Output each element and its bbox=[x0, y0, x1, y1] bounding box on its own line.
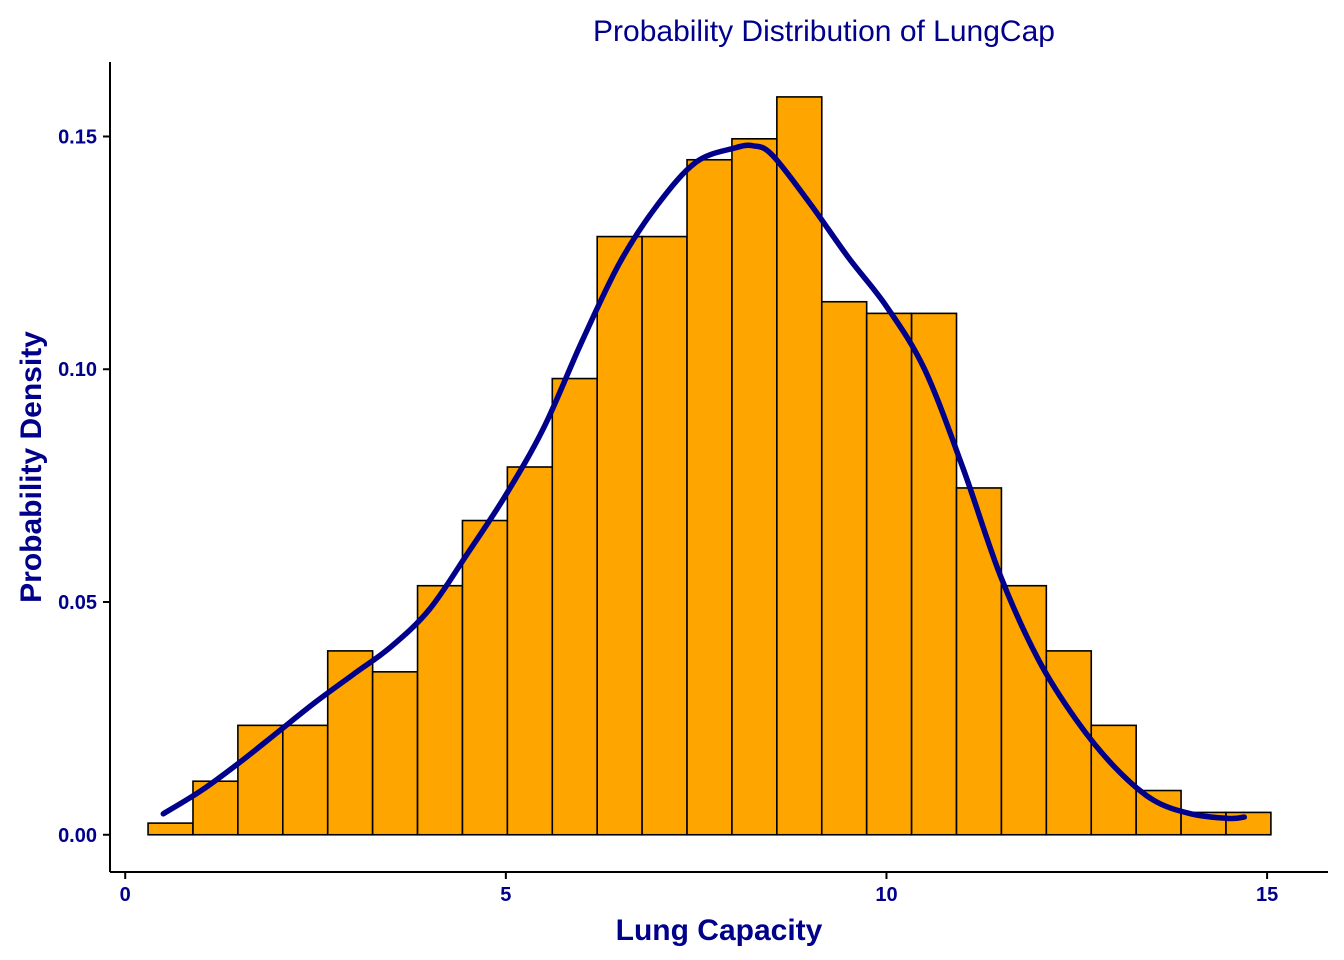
y-tick-label: 0.10 bbox=[58, 359, 97, 381]
histogram-bar bbox=[1045, 650, 1093, 836]
histogram-bar bbox=[865, 312, 913, 836]
histogram-bar bbox=[686, 158, 733, 836]
histogram-bar bbox=[281, 724, 329, 836]
x-axis-ticks: 0 5 10 15 bbox=[120, 872, 1278, 906]
y-tick-label: 0.00 bbox=[58, 825, 97, 847]
histogram-bar bbox=[820, 300, 868, 836]
histogram-bar bbox=[955, 487, 1003, 836]
histogram-bar bbox=[147, 822, 194, 836]
y-tick-label: 0.15 bbox=[58, 126, 97, 148]
histogram-bar bbox=[731, 138, 778, 836]
histogram-bars bbox=[147, 96, 1272, 836]
y-tick-label: 0.05 bbox=[58, 592, 97, 614]
histogram-bar bbox=[371, 671, 419, 836]
y-axis-label: Probability Density bbox=[15, 331, 48, 603]
chart-title: Probability Distribution of LungCap bbox=[593, 15, 1055, 48]
histogram-bar bbox=[551, 377, 598, 836]
y-axis-ticks: 0.00 0.05 0.10 0.15 bbox=[58, 126, 110, 847]
density-curve-layer bbox=[160, 142, 1248, 822]
histogram-bar bbox=[237, 724, 284, 836]
histogram-bar bbox=[506, 466, 554, 836]
histogram-bar bbox=[1000, 584, 1048, 836]
x-tick-label: 5 bbox=[500, 884, 511, 906]
histogram-bar bbox=[326, 650, 374, 836]
histogram-bar bbox=[1135, 789, 1182, 836]
x-tick-label: 10 bbox=[875, 884, 897, 906]
histogram-bar bbox=[596, 235, 643, 836]
histogram-bar bbox=[416, 584, 464, 836]
histogram-bar bbox=[461, 519, 509, 836]
histogram-bar bbox=[641, 235, 688, 836]
density-curve bbox=[160, 142, 1248, 822]
x-tick-label: 15 bbox=[1256, 884, 1278, 906]
x-tick-label: 0 bbox=[120, 884, 131, 906]
x-axis-label: Lung Capacity bbox=[616, 914, 823, 947]
histogram-bar bbox=[1225, 811, 1272, 836]
histogram-bar bbox=[776, 96, 823, 836]
